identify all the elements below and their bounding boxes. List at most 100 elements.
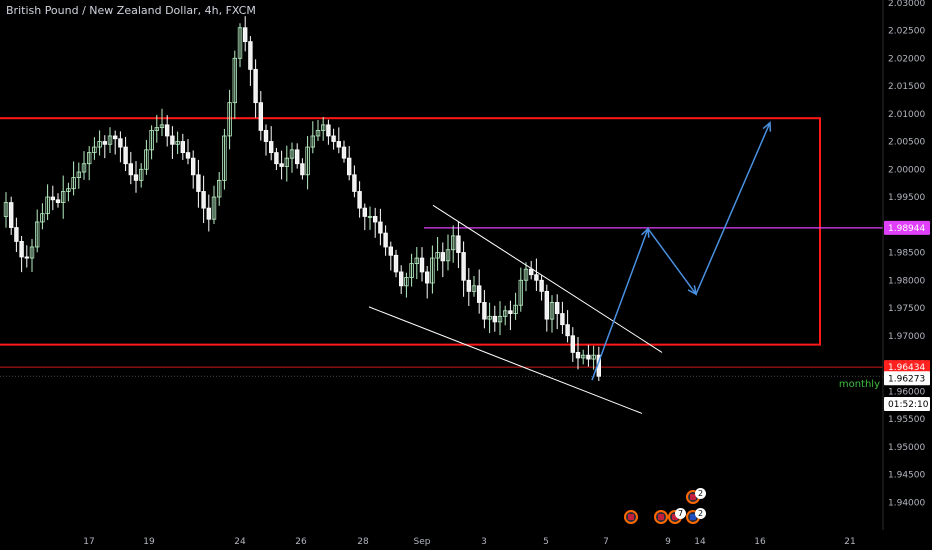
candle-body: [3, 202, 9, 217]
price-tick-label: 2.03000: [888, 0, 925, 9]
candle-body: [393, 254, 399, 273]
time-tick-label: 17: [83, 537, 94, 547]
candle-body: [45, 196, 50, 215]
candle-body: [352, 174, 357, 192]
countdown-bg: [884, 397, 930, 411]
candle-body: [201, 191, 206, 209]
projection-arrowhead: [687, 285, 698, 296]
candle-body: [55, 199, 61, 203]
candle-body: [461, 252, 466, 281]
price-tick-label: 1.95500: [888, 415, 925, 425]
price-tick-label: 1.97000: [888, 332, 925, 342]
candle-body: [419, 257, 425, 273]
time-tick-label: 19: [143, 537, 155, 547]
time-tick-label: 21: [844, 537, 855, 547]
candle-body: [81, 163, 87, 173]
candle-body: [123, 146, 128, 165]
candle-body: [268, 141, 274, 154]
time-tick-label: 14: [694, 537, 706, 547]
candle-body: [149, 130, 154, 151]
candle-body: [76, 171, 81, 178]
candle-body: [466, 279, 471, 292]
current-price-label-bg: [884, 371, 930, 386]
time-tick-label: 5: [543, 537, 549, 547]
falling-wedge-lower-line: [368, 306, 643, 414]
candle-body: [565, 324, 570, 337]
candle-body: [435, 252, 440, 259]
candle-body: [40, 213, 45, 223]
candle-body: [107, 135, 113, 145]
candle-body: [570, 335, 575, 353]
candle-body: [456, 235, 461, 253]
flag-icon: [690, 514, 696, 520]
candle-body: [19, 241, 24, 258]
event-count-badge: 2: [695, 508, 706, 519]
resistance-price-label-bg: [884, 220, 930, 235]
candle-body: [404, 277, 409, 287]
event-icon-uk[interactable]: [654, 510, 668, 524]
time-axis-ticks: 17 19 24 26 28 Sep 3 5 7 9 14 16 21: [83, 537, 855, 547]
time-tick-label: 26: [295, 537, 307, 547]
candle-body: [279, 163, 284, 167]
candle-body: [29, 246, 35, 259]
price-tick-label: 1.94000: [888, 498, 925, 508]
candle-body: [242, 27, 248, 43]
time-tick-label: 16: [754, 537, 766, 547]
candle-body: [372, 216, 378, 223]
candle-body: [97, 141, 102, 148]
price-tick-label: 1.99500: [888, 193, 925, 203]
candle-body: [492, 315, 497, 323]
event-icon-uk[interactable]: [624, 510, 638, 524]
candle-body: [560, 313, 565, 326]
candle-body: [445, 249, 451, 262]
candle-body: [164, 124, 170, 137]
price-axis[interactable]: [883, 0, 932, 530]
candle-body: [274, 152, 279, 165]
candle-body: [128, 163, 133, 176]
candle-body: [216, 179, 222, 198]
candle-body: [289, 149, 295, 159]
time-tick-label: 9: [665, 537, 671, 547]
candle-body: [24, 256, 29, 259]
candle-body: [539, 279, 544, 292]
candle-body: [388, 246, 393, 256]
candle-body: [320, 124, 326, 131]
previous-price-label-bg: [884, 360, 930, 375]
candle-body: [331, 135, 336, 142]
candle-body: [66, 188, 71, 192]
candle-body: [133, 174, 139, 181]
candle-body: [430, 257, 435, 284]
candle-body: [159, 124, 165, 129]
drawings-layer: [0, 117, 883, 377]
candle-body: [502, 310, 508, 317]
candle-body: [170, 135, 175, 145]
candle-body: [476, 285, 482, 303]
candle-body: [71, 177, 76, 190]
falling-wedge-upper-line: [432, 204, 663, 353]
candle-body: [35, 221, 40, 248]
candle-body: [185, 152, 191, 159]
candle-body: [398, 271, 404, 287]
candle-body: [196, 174, 201, 192]
candle-body: [497, 315, 503, 323]
candle-body: [284, 157, 289, 167]
candle-body: [180, 141, 185, 154]
candle-body: [8, 202, 14, 228]
candle-body: [555, 302, 560, 314]
candle-body: [175, 141, 180, 145]
candle-body: [362, 207, 367, 217]
candle-body: [523, 268, 529, 281]
candle-body: [508, 310, 513, 314]
drawings-front-layer: [368, 121, 772, 414]
candle-body: [326, 124, 331, 137]
candle-body: [346, 157, 352, 176]
flag-icon: [690, 494, 696, 500]
candle-body: [409, 263, 414, 278]
candle-body: [222, 135, 227, 181]
candles-layer: [3, 16, 601, 382]
candle-body: [50, 196, 55, 201]
candle-body: [575, 352, 581, 359]
price-tick-label: 1.97500: [888, 304, 925, 314]
